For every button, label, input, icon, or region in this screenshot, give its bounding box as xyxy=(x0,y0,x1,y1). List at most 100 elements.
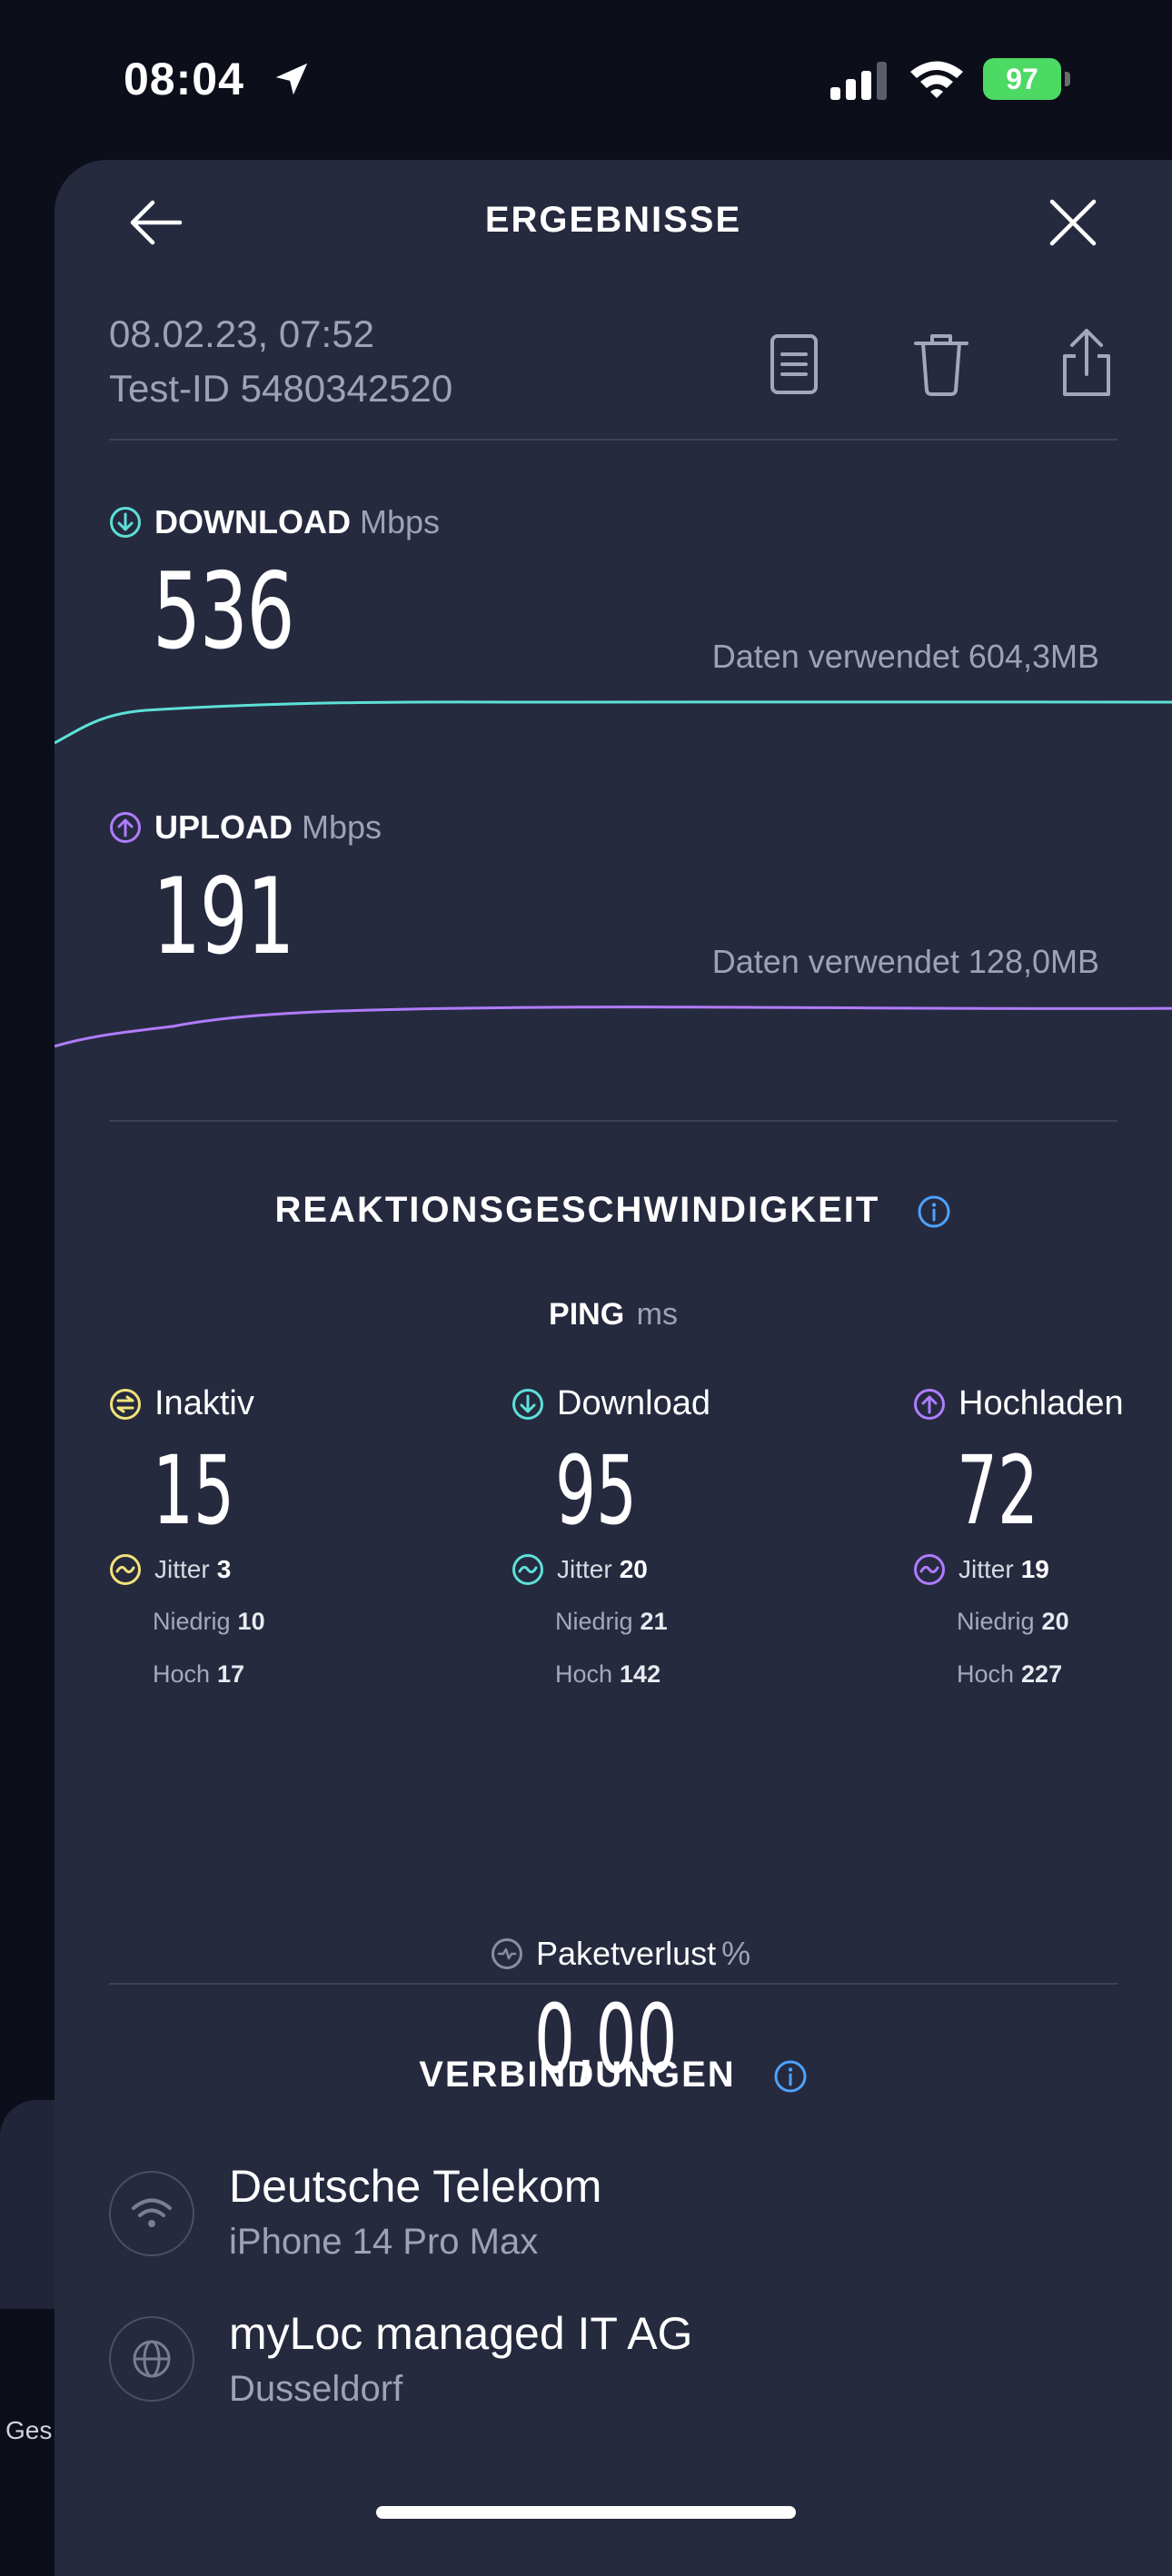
divider xyxy=(109,1983,1117,1985)
upload-arrow-icon xyxy=(914,1388,945,1420)
responsiveness-section-title: REAKTIONSGESCHWINDIGKEIT xyxy=(55,1190,1172,1231)
low-value: 20 xyxy=(1041,1608,1069,1635)
ping-download-label: Download xyxy=(512,1384,784,1423)
jitter-label: Jitter xyxy=(154,1555,210,1583)
download-label-text: DOWNLOAD xyxy=(154,503,351,540)
divider xyxy=(109,1120,1117,1122)
download-speed-graph xyxy=(55,700,1172,745)
wifi-connection-icon xyxy=(109,2171,194,2256)
test-date: 08.02.23, 07:52 xyxy=(109,312,374,355)
server-connection-icon xyxy=(109,2316,194,2402)
ping-idle-low: Niedrig 10 xyxy=(153,1608,265,1636)
high-value: 17 xyxy=(217,1660,245,1688)
close-icon[interactable] xyxy=(1048,198,1098,247)
packet-loss-icon xyxy=(492,1938,522,1969)
wifi-icon xyxy=(132,2198,172,2227)
download-label: DOWNLOAD Mbps xyxy=(109,503,440,541)
back-arrow-icon[interactable] xyxy=(127,194,184,251)
battery-level: 97 xyxy=(983,58,1061,100)
jitter-icon xyxy=(914,1554,945,1585)
divider xyxy=(109,439,1117,441)
ping-download-label-text: Download xyxy=(557,1384,710,1422)
low-value: 10 xyxy=(237,1608,265,1635)
jitter-value: 20 xyxy=(619,1555,648,1583)
low-value: 21 xyxy=(640,1608,668,1635)
globe-icon xyxy=(133,2340,171,2378)
trash-icon[interactable] xyxy=(912,331,970,398)
battery-indicator: 97 xyxy=(983,58,1072,100)
ping-unit: ms xyxy=(636,1297,678,1332)
results-sheet: ERGEBNISSE 08.02.23, 07:52 Test-ID 54803… xyxy=(55,160,1172,2576)
high-label: Hoch xyxy=(957,1660,1015,1688)
upload-unit: Mbps xyxy=(302,808,382,846)
ping-download-jitter: Jitter 20 xyxy=(512,1553,648,1586)
status-bar: 08:04 97 xyxy=(0,0,1172,154)
download-value: 536 xyxy=(153,550,295,673)
ping-upload-column: Hochladen 72 Jitter 19 Niedrig 20 Hoch 227 xyxy=(913,1384,1172,1688)
upload-data-used: Daten verwendet 128,0MB xyxy=(711,943,1099,980)
download-data-used: Daten verwendet 604,3MB xyxy=(711,638,1099,675)
high-value: 227 xyxy=(1021,1660,1063,1688)
ping-upload-label: Hochladen xyxy=(913,1384,1172,1423)
wifi-status-icon xyxy=(910,61,963,98)
page-title: ERGEBNISSE xyxy=(484,200,742,240)
ping-idle-label: Inaktiv xyxy=(109,1384,382,1423)
background-text: Ges xyxy=(5,2416,53,2444)
home-indicator[interactable] xyxy=(376,2506,796,2519)
high-value: 142 xyxy=(620,1660,661,1688)
jitter-label: Jitter xyxy=(557,1555,612,1583)
jitter-label: Jitter xyxy=(958,1555,1014,1583)
low-label: Niedrig xyxy=(555,1608,633,1635)
device-name: iPhone 14 Pro Max xyxy=(229,2222,539,2262)
ping-idle-high: Hoch 17 xyxy=(153,1660,244,1689)
ping-upload-jitter: Jitter 19 xyxy=(913,1553,1049,1586)
packet-loss-value: 0,00 xyxy=(534,1984,678,2095)
connections-section-title: VERBINDUNGEN xyxy=(55,2055,1172,2095)
jitter-value: 19 xyxy=(1020,1555,1049,1583)
upload-arrow-icon xyxy=(110,812,141,843)
low-label: Niedrig xyxy=(957,1608,1035,1635)
ping-idle-value: 15 xyxy=(153,1435,234,1546)
share-icon[interactable] xyxy=(1058,327,1116,398)
ping-idle-label-text: Inaktiv xyxy=(154,1384,254,1422)
packet-loss-unit: % xyxy=(721,1935,751,1972)
high-label: Hoch xyxy=(153,1660,211,1688)
download-arrow-icon xyxy=(110,507,141,538)
low-label: Niedrig xyxy=(153,1608,231,1635)
upload-label: UPLOAD Mbps xyxy=(109,808,382,847)
packet-loss-label-text: Paketverlust xyxy=(536,1935,717,1972)
ping-idle-jitter: Jitter 3 xyxy=(109,1553,231,1586)
document-icon[interactable] xyxy=(767,332,821,396)
server-name: myLoc managed IT AG xyxy=(229,2308,693,2359)
jitter-icon xyxy=(110,1554,141,1585)
ping-download-high: Hoch 142 xyxy=(555,1660,660,1689)
connections-title-text: VERBINDUNGEN xyxy=(419,2055,736,2095)
ping-upload-low: Niedrig 20 xyxy=(957,1608,1069,1636)
ping-upload-value: 72 xyxy=(957,1435,1038,1546)
upload-label-text: UPLOAD xyxy=(154,808,293,846)
responsiveness-title-text: REAKTIONSGESCHWINDIGKEIT xyxy=(274,1190,880,1230)
server-location: Dusseldorf xyxy=(229,2369,403,2409)
info-icon[interactable] xyxy=(917,1194,951,1229)
jitter-icon xyxy=(512,1554,543,1585)
ping-idle-column: Inaktiv 15 Jitter 3 Niedrig 10 Hoch 17 xyxy=(109,1384,382,1688)
download-arrow-icon xyxy=(512,1388,543,1420)
packet-loss-label: Paketverlust % xyxy=(491,1935,750,1973)
jitter-value: 3 xyxy=(216,1555,232,1583)
info-icon[interactable] xyxy=(773,2059,808,2094)
high-label: Hoch xyxy=(555,1660,613,1688)
cellular-signal-icon xyxy=(830,62,887,100)
ping-download-value: 95 xyxy=(555,1435,637,1546)
ping-upload-label-text: Hochladen xyxy=(958,1384,1124,1422)
ping-title: PING ms xyxy=(55,1297,1172,1333)
provider-name: Deutsche Telekom xyxy=(229,2161,602,2212)
status-time: 08:04 xyxy=(124,54,244,104)
download-unit: Mbps xyxy=(359,503,440,540)
ping-label: PING xyxy=(549,1297,625,1332)
idle-ping-icon xyxy=(110,1388,141,1420)
upload-value: 191 xyxy=(153,856,295,978)
location-arrow-icon xyxy=(275,63,308,95)
ping-download-low: Niedrig 21 xyxy=(555,1608,668,1636)
background-card xyxy=(0,2100,55,2309)
ping-upload-high: Hoch 227 xyxy=(957,1660,1062,1689)
